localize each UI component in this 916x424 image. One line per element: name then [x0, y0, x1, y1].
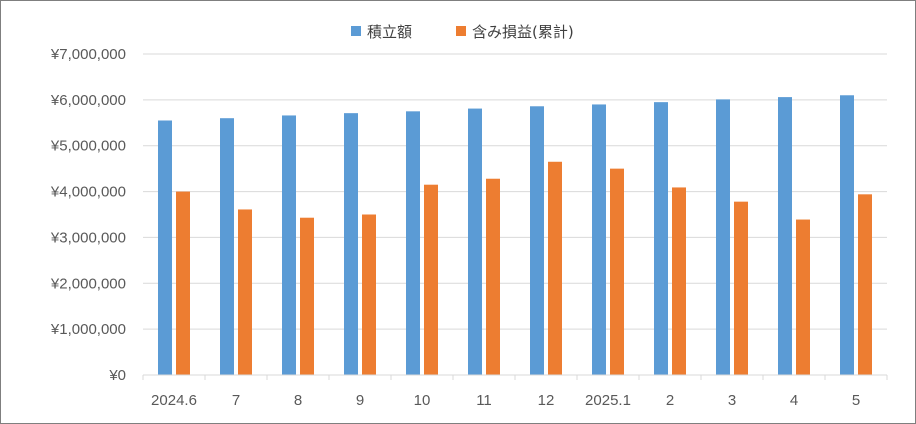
- bar-series-2: [858, 194, 872, 375]
- y-tick-label: ¥2,000,000: [50, 275, 126, 292]
- bar-series-2: [796, 219, 810, 375]
- x-tick-label: 2024.6: [151, 392, 197, 409]
- bars: [158, 95, 872, 376]
- bar-series-2: [238, 209, 252, 375]
- legend-swatch-series-2: [456, 26, 466, 36]
- y-tick-label: ¥6,000,000: [50, 92, 126, 109]
- y-axis-ticks: ¥0 ¥1,000,000 ¥2,000,000 ¥3,000,000 ¥4,000,0…: [50, 46, 126, 384]
- y-tick-label: ¥5,000,000: [50, 138, 126, 155]
- bar-series-1: [468, 108, 482, 375]
- bar-series-1: [840, 95, 854, 376]
- bar-series-1: [530, 106, 544, 375]
- legend-label-series-2: 含み損益(累計): [472, 23, 574, 41]
- bar-series-1: [778, 97, 792, 375]
- x-tick-label: 7: [232, 392, 240, 409]
- x-tick-label: 2: [666, 392, 674, 409]
- y-tick-label: ¥1,000,000: [50, 321, 126, 338]
- legend: 積立額 含み損益(累計): [351, 23, 574, 41]
- x-tick-label: 11: [476, 392, 492, 409]
- x-tick-label: 3: [728, 392, 736, 409]
- x-tick-label: 8: [294, 392, 302, 409]
- bar-series-2: [610, 168, 624, 375]
- bar-series-2: [548, 161, 562, 375]
- x-tick-label: 2025.1: [585, 392, 631, 409]
- gridlines: [143, 53, 887, 330]
- legend-label-series-1: 積立額: [367, 23, 412, 41]
- y-tick-label: ¥7,000,000: [50, 46, 126, 63]
- bar-series-2: [362, 214, 376, 375]
- bar-series-1: [344, 113, 358, 376]
- x-tick-label: 12: [538, 392, 555, 409]
- y-tick-label: ¥3,000,000: [50, 229, 126, 246]
- bar-series-1: [716, 99, 730, 376]
- x-tick-label: 9: [356, 392, 364, 409]
- bar-series-2: [734, 201, 748, 375]
- bar-series-2: [424, 184, 438, 375]
- x-tick-label: 5: [852, 392, 860, 409]
- y-tick-label: ¥4,000,000: [50, 184, 126, 201]
- x-tick-label: 4: [790, 392, 798, 409]
- bar-series-2: [176, 191, 190, 375]
- bar-series-2: [300, 217, 314, 375]
- x-tick-label: 10: [414, 392, 431, 409]
- bar-series-1: [158, 120, 172, 375]
- bar-series-1: [282, 115, 296, 375]
- bar-series-2: [486, 178, 500, 375]
- bar-series-1: [654, 102, 668, 376]
- bar-series-1: [592, 104, 606, 375]
- y-tick-label: ¥0: [108, 367, 126, 384]
- bar-series-2: [672, 187, 686, 375]
- bar-series-1: [406, 111, 420, 376]
- legend-swatch-series-1: [351, 26, 361, 36]
- x-axis: 2024.6 7 8 9 10 11 12 2025.1 2 3 4 5: [142, 374, 888, 409]
- bar-series-1: [220, 118, 234, 375]
